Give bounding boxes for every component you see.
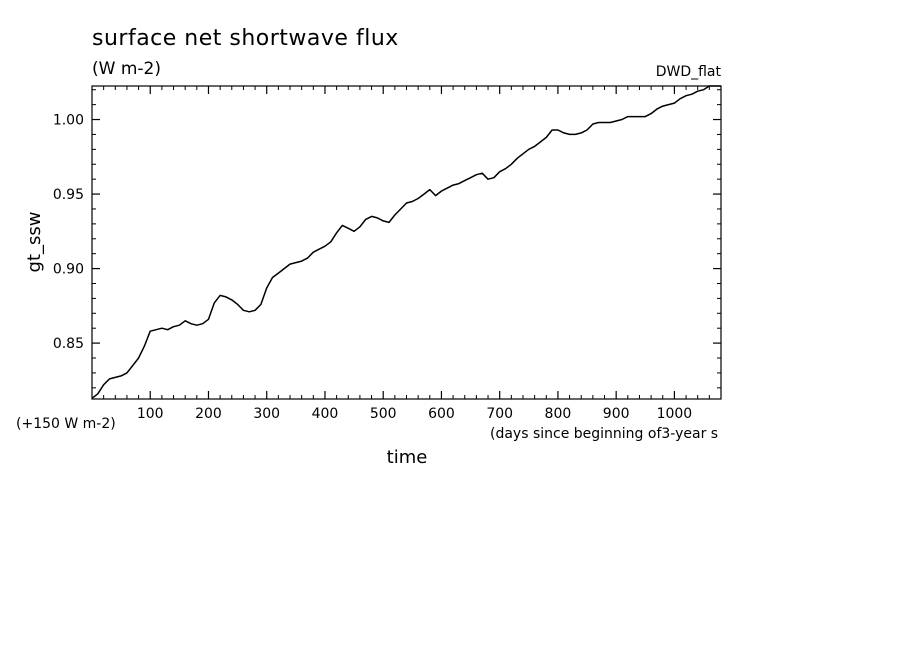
x-tick-label: 200 — [195, 406, 222, 422]
x-tick-label: 700 — [486, 406, 513, 422]
y-tick-label: 0.90 — [53, 262, 84, 278]
x-axis-unit: (days since beginning of3-year s — [490, 426, 718, 442]
x-tick-label: 100 — [137, 406, 164, 422]
x-tick-label: 800 — [545, 406, 572, 422]
x-tick-label: 400 — [312, 406, 339, 422]
x-axis-label: time — [387, 447, 428, 468]
x-tick-label: 600 — [428, 406, 455, 422]
chart-subtitle: (W m-2) — [92, 59, 161, 79]
chart-title: surface net shortwave flux — [92, 26, 399, 51]
x-tick-labels: 100 200 300 400 500 600 700 800 900 1000 — [137, 406, 692, 422]
offset-note: (+150 W m-2) — [16, 416, 116, 432]
y-tick-label: 1.00 — [53, 113, 84, 129]
x-tick-label: 500 — [370, 406, 397, 422]
y-tick-label: 0.95 — [53, 187, 84, 203]
axis-ticks — [92, 86, 721, 399]
series-line — [91, 85, 721, 399]
x-tick-label: 900 — [603, 406, 630, 422]
y-tick-label: 0.85 — [53, 336, 84, 352]
y-axis-label: gt_ssw — [24, 212, 45, 273]
x-tick-label: 300 — [253, 406, 280, 422]
plot-frame — [91, 85, 722, 400]
x-tick-label: 1000 — [657, 406, 693, 422]
y-tick-labels: 0.85 0.90 0.95 1.00 — [53, 113, 84, 353]
run-label: DWD_flat — [656, 64, 722, 80]
